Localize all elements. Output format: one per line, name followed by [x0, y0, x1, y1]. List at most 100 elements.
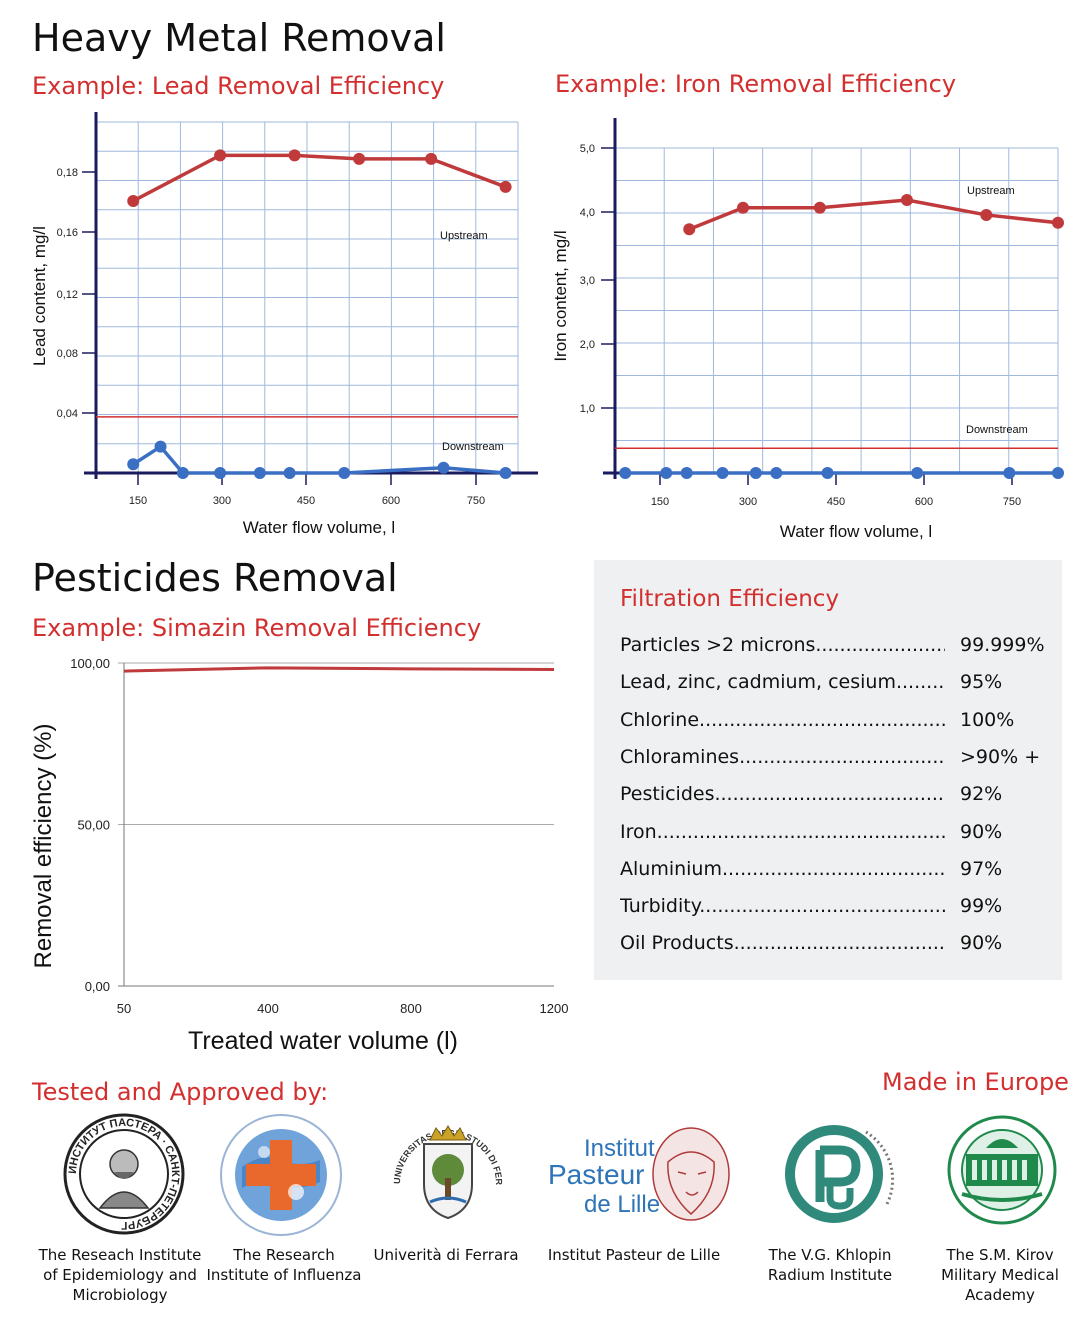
- lead-chart-subtitle: Example: Lead Removal Efficiency: [32, 72, 445, 100]
- data-point: [716, 467, 729, 479]
- x-tick-label: 150: [129, 495, 147, 507]
- data-point: [911, 467, 924, 479]
- filtration-row-label: Lead, zinc, cadmium, cesium.............: [620, 671, 945, 694]
- series-label: Downstream: [442, 441, 504, 453]
- filtration-row-value: 92%: [960, 783, 1003, 806]
- filtration-row-value: 99.999%: [960, 634, 1045, 656]
- y-axis-title: Iron content, mg/l: [551, 230, 570, 361]
- pasteur-lille-logo: Institut Pasteur de Lille: [548, 1127, 730, 1221]
- institute-caption-line: Institut Pasteur de Lille: [547, 1246, 721, 1264]
- data-point: [813, 201, 826, 214]
- filtration-row-label: Iron....................................…: [620, 820, 945, 843]
- x-tick-label: 300: [739, 496, 757, 508]
- data-point: [437, 461, 450, 474]
- filtration-row: Iron....................................…: [620, 821, 1052, 851]
- data-point: [1003, 467, 1016, 479]
- institute-caption: The S.M. Kirov Military Medical Academy: [935, 1245, 1065, 1305]
- x-tick-label: 600: [915, 496, 933, 508]
- filtration-row: Chlorine................................…: [620, 709, 1052, 739]
- y-axis-title: Lead content, mg/l: [30, 226, 49, 366]
- y-tick-label: 1,0: [580, 403, 595, 415]
- iron-chart: 1,0 2,0 3,0 4,0 5,0 150 300 450 600 750 Upstream Do…: [551, 118, 1064, 541]
- data-point: [660, 467, 673, 479]
- y-axis-title: Removal efficiency (%): [30, 724, 57, 969]
- data-point: [980, 208, 993, 221]
- data-point: [127, 458, 140, 471]
- y-tick-label: 0,16: [57, 227, 78, 239]
- institute-caption: The Research Institute of Influenza: [204, 1245, 364, 1285]
- filtration-row-label: Chlorine................................…: [620, 708, 945, 731]
- ferrara-university-logo: UNIVERSITAS DEGLI STUDI DI FERRARA: [386, 1114, 504, 1220]
- x-tick-label: 750: [1003, 496, 1021, 508]
- y-tick-label: 3,0: [580, 275, 595, 287]
- heavy-metal-title: Heavy Metal Removal: [32, 16, 446, 60]
- series-line: [688, 198, 1059, 231]
- lead-chart: 0,04 0,08 0,12 0,16 0,18 150 300 450 600 750 Upstr…: [30, 112, 538, 537]
- x-tick-label: 50: [117, 1001, 131, 1016]
- x-tick-label: 750: [467, 495, 485, 507]
- x-tick-label: 1200: [540, 1001, 569, 1016]
- data-point: [127, 194, 140, 207]
- x-tick-label: 300: [213, 495, 231, 507]
- data-point: [338, 467, 351, 479]
- filtration-row-label: Turbidity...............................…: [620, 895, 945, 918]
- institute-caption-line: The Research: [233, 1246, 335, 1264]
- data-point: [176, 467, 189, 479]
- simazin-chart: 0,00 50,00 100,00 50 400 800 1200 Treated water…: [30, 656, 568, 1055]
- data-point: [499, 467, 512, 479]
- institute-caption-line: The Reseach Institute: [38, 1246, 202, 1264]
- data-point: [900, 194, 913, 206]
- y-tick-label: 50,00: [77, 818, 110, 833]
- institute-caption: The Reseach Institute of Epidemiology and…: [25, 1245, 215, 1305]
- data-point: [353, 152, 366, 165]
- filtration-row-label: Aluminium...............................…: [620, 857, 945, 880]
- y-tick-label: 0,18: [57, 167, 78, 179]
- filtration-row-value: 97%: [960, 857, 1003, 880]
- filtration-row: Aluminium...............................…: [620, 858, 1052, 888]
- filtration-row-value: >90% +: [960, 745, 1041, 768]
- khlopin-radium-logo: [785, 1125, 895, 1223]
- data-point: [214, 149, 227, 162]
- data-point: [154, 440, 167, 453]
- institute-caption-line: Academy: [965, 1286, 1035, 1304]
- data-point: [737, 201, 750, 214]
- institute-caption-line: of Epidemiology and: [43, 1266, 197, 1284]
- series-label: Downstream: [966, 424, 1028, 436]
- data-point: [1052, 467, 1064, 479]
- y-tick-label: 0,12: [57, 289, 78, 301]
- institute-caption-line: Microbiology: [72, 1286, 168, 1304]
- y-tick-label: 0,00: [85, 979, 110, 994]
- x-tick-label: 150: [651, 496, 669, 508]
- institute-caption-line: Radium Institute: [767, 1266, 893, 1284]
- lille-logo-line1: Institut: [584, 1135, 655, 1162]
- pesticides-title: Pesticides Removal: [32, 556, 398, 600]
- filtration-row-label: Particles >2 microns....................…: [620, 634, 945, 656]
- filtration-row: Pesticides..............................…: [620, 783, 1052, 813]
- x-axis-title: Water flow volume, l: [243, 518, 395, 537]
- institute-caption: Institut Pasteur de Lille: [539, 1245, 729, 1265]
- data-point: [749, 467, 762, 479]
- data-point: [1052, 216, 1064, 229]
- filtration-row-value: 90%: [960, 820, 1003, 843]
- filtration-row-label: Oil Products............................…: [620, 932, 945, 955]
- filtration-row: Turbidity...............................…: [620, 895, 1052, 925]
- filtration-row: Lead, zinc, cadmium, cesium.............…: [620, 671, 1052, 701]
- lille-logo-line3: de Lille: [584, 1191, 660, 1218]
- data-point: [288, 149, 301, 162]
- x-tick-label: 450: [297, 495, 315, 507]
- data-point: [821, 467, 834, 479]
- filtration-row: Chloramines.............................…: [620, 746, 1052, 776]
- institute-caption-line: The V.G. Khlopin: [768, 1246, 892, 1264]
- y-tick-label: 2,0: [580, 339, 595, 351]
- x-tick-label: 450: [827, 496, 845, 508]
- y-tick-label: 4,0: [580, 207, 595, 219]
- series-line: [132, 153, 507, 203]
- filtration-efficiency-panel: Filtration Efficiency Particles >2 micro…: [594, 560, 1062, 980]
- series-line: [132, 444, 506, 475]
- institute-caption-line: Univerità di Ferrara: [373, 1246, 519, 1264]
- series-label: Upstream: [440, 230, 488, 242]
- iron-chart-subtitle: Example: Iron Removal Efficiency: [555, 70, 957, 98]
- pasteur-spb-seal-logo: ИНСТИТУТ ПАСТЕРА · САНКТ-ПЕТЕРБУРГ: [63, 1113, 185, 1235]
- simazin-chart-subtitle: Example: Simazin Removal Efficiency: [32, 614, 482, 642]
- y-tick-label: 5,0: [580, 143, 595, 155]
